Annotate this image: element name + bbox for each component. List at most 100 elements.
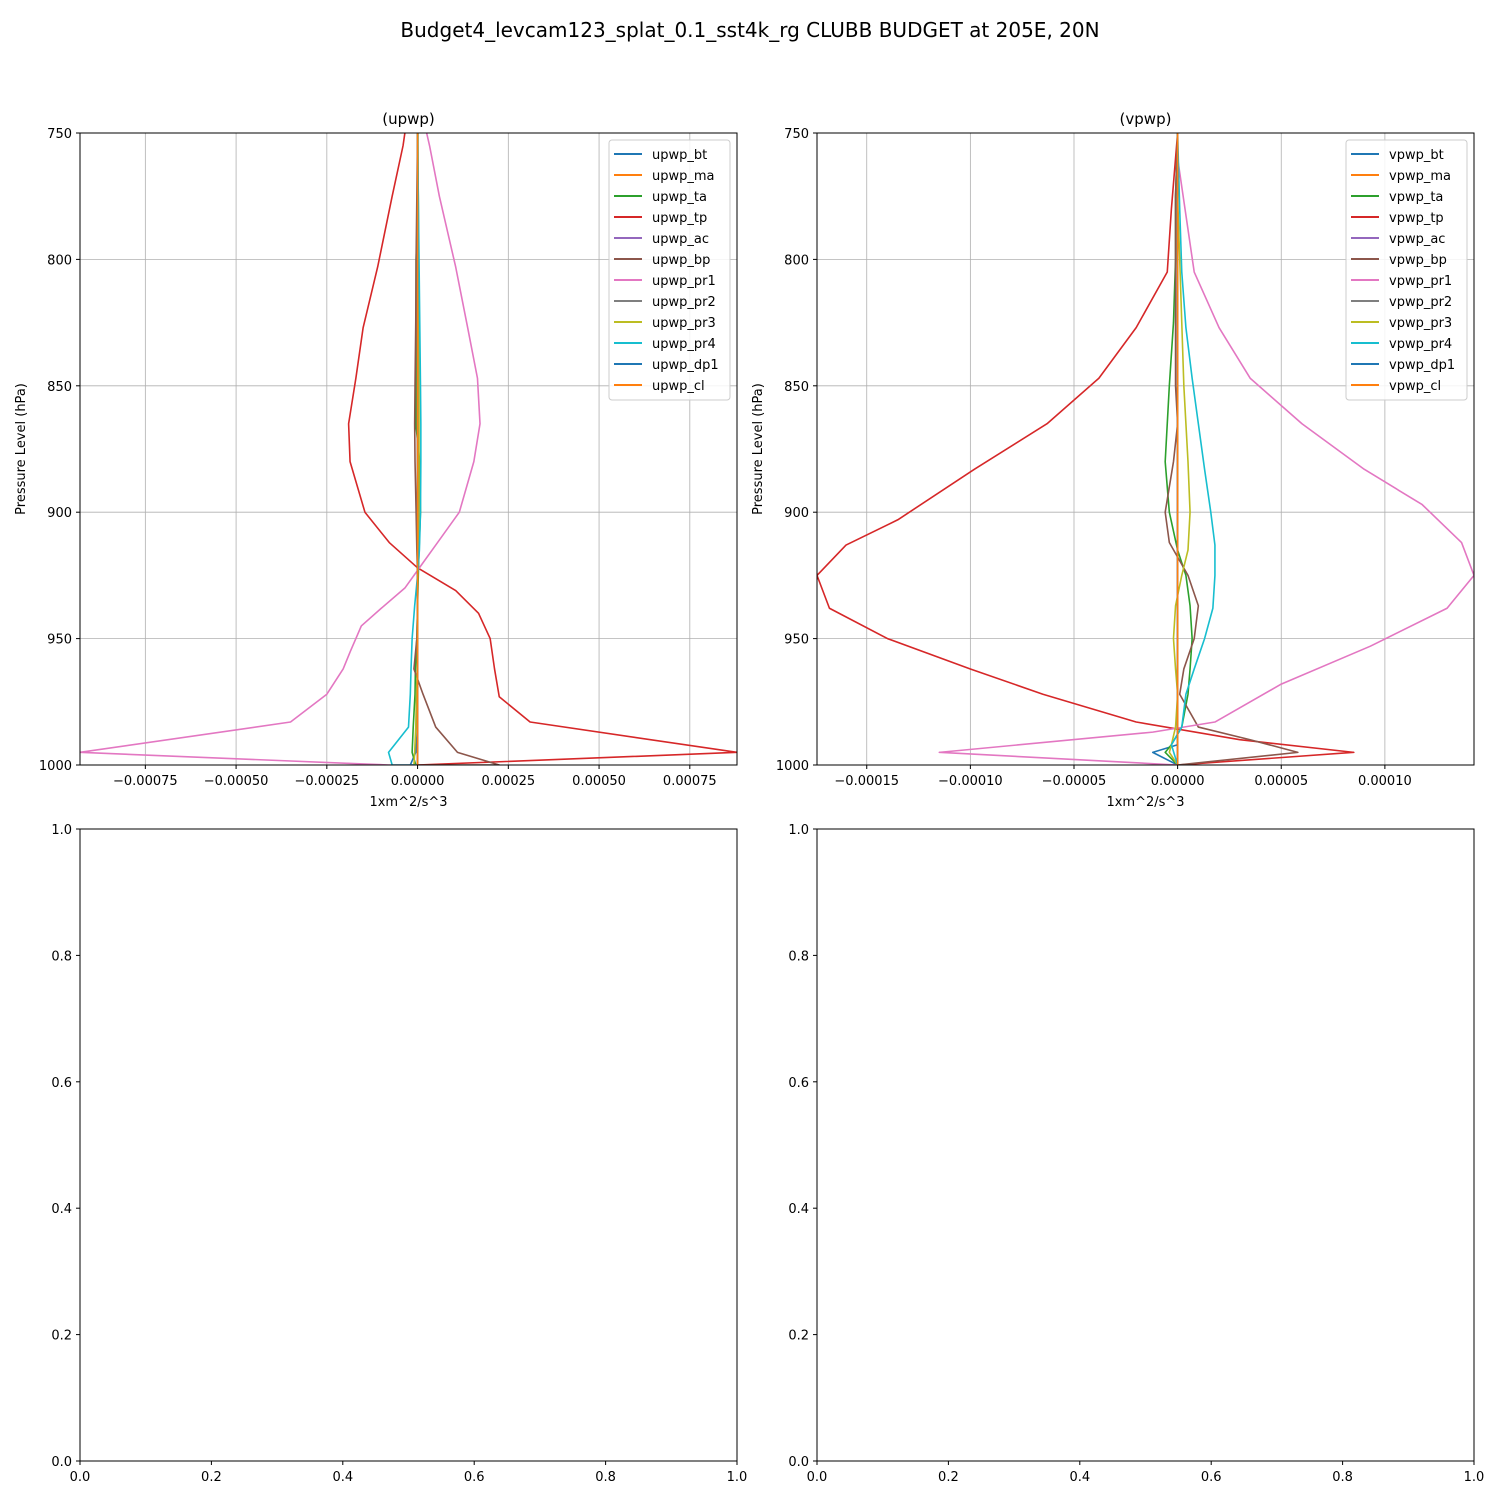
legend-label-vpwp_bt: vpwp_bt	[1389, 148, 1444, 163]
legend-label-upwp_cl: upwp_cl	[652, 379, 705, 394]
series-line-vpwp_bp	[1164, 133, 1299, 765]
x-tick-label: 0.6	[1201, 1470, 1222, 1485]
series-line-upwp_pr4	[387, 133, 422, 765]
y-tick-label: 1000	[39, 759, 72, 774]
x-tick-label: −0.00025	[295, 774, 360, 789]
x-tick-label: −0.00010	[938, 774, 1003, 789]
series-lines	[80, 133, 737, 765]
panel-title: (upwp)	[382, 110, 435, 128]
x-tick-label: 1.0	[727, 1470, 748, 1485]
y-tick-label: 0.4	[788, 1202, 809, 1217]
x-tick-label: 0.0	[70, 1470, 91, 1485]
series-lines	[817, 133, 1474, 765]
x-tick-label: 0.00010	[1358, 774, 1412, 789]
legend-label-upwp_ma: upwp_ma	[652, 169, 715, 184]
y-tick-label: 0.6	[51, 1076, 72, 1091]
legend-label-vpwp_ma: vpwp_ma	[1389, 169, 1451, 184]
y-tick-label: 850	[47, 380, 72, 395]
legend-label-vpwp_dp1: vpwp_dp1	[1389, 358, 1455, 373]
y-tick-label: 1.0	[788, 823, 809, 838]
legend-label-vpwp_bp: vpwp_bp	[1389, 253, 1447, 268]
x-tick-label: 0.00000	[1151, 774, 1205, 789]
y-tick-label: 750	[784, 127, 809, 142]
x-tick-label: 0.2	[938, 1470, 959, 1485]
series-line-vpwp_pr1	[938, 158, 1474, 765]
legend-label-upwp_ac: upwp_ac	[652, 232, 709, 247]
figure-title: Budget4_levcam123_splat_0.1_sst4k_rg CLU…	[400, 18, 1099, 42]
legend-label-upwp_dp1: upwp_dp1	[652, 358, 719, 373]
y-axis-label: Pressure Level (hPa)	[14, 383, 29, 515]
series-line-vpwp_tp	[817, 133, 1355, 765]
subplot-3: 0.0 0.2 0.4 0.6 0.8 1.0 0.0 0.2 0.4 0.6 0.8 1.0	[51, 823, 747, 1485]
x-axis-label: 1xm^2/s^3	[369, 795, 447, 810]
legend-label-upwp_bp: upwp_bp	[652, 253, 710, 268]
legend: vpwp_bt vpwp_ma vpwp_ta vpwp_tp vpwp_ac vpwp_…	[1345, 139, 1468, 401]
x-tick-label: 0.4	[332, 1470, 353, 1485]
legend-label-vpwp_pr4: vpwp_pr4	[1389, 337, 1452, 352]
y-tick-label: 900	[784, 506, 809, 521]
y-tick-label: 0.4	[51, 1202, 72, 1217]
legend-label-vpwp_tp: vpwp_tp	[1389, 211, 1444, 226]
x-tick-label: 0.0	[807, 1470, 828, 1485]
y-tick-label: 0.6	[788, 1076, 809, 1091]
y-tick-label: 0.8	[51, 949, 72, 964]
legend-label-upwp_tp: upwp_tp	[652, 211, 707, 226]
y-tick-label: 800	[784, 253, 809, 268]
x-tick-label: −0.00015	[834, 774, 899, 789]
x-tick-label: 0.8	[1332, 1470, 1353, 1485]
legend-label-vpwp_cl: vpwp_cl	[1389, 379, 1441, 394]
y-tick-label: 1000	[776, 759, 809, 774]
x-tick-label: 0.00000	[391, 774, 445, 789]
axes-frame	[816, 132, 1475, 766]
x-tick-label: 0.6	[464, 1470, 485, 1485]
legend-label-upwp_pr4: upwp_pr4	[652, 337, 716, 352]
y-tick-label: 0.0	[788, 1455, 809, 1470]
legend: upwp_bt upwp_ma upwp_ta upwp_tp upwp_ac upwp_…	[608, 139, 731, 401]
y-tick-label: 1.0	[51, 823, 72, 838]
y-tick-label: 0.8	[788, 949, 809, 964]
legend-label-upwp_pr3: upwp_pr3	[652, 316, 716, 331]
legend-label-upwp_pr1: upwp_pr1	[652, 274, 716, 289]
legend-label-upwp_bt: upwp_bt	[652, 148, 707, 163]
x-tick-label: 0.2	[201, 1470, 222, 1485]
y-tick-label: 800	[47, 253, 72, 268]
panel-title: (vpwp)	[1120, 110, 1172, 128]
series-line-vpwp_pr4	[1170, 133, 1216, 765]
x-tick-label: 0.00005	[1254, 774, 1308, 789]
y-tick-label: 950	[784, 633, 809, 648]
legend-label-upwp_ta: upwp_ta	[652, 190, 707, 205]
y-tick-label: 0.0	[51, 1455, 72, 1470]
y-tick-label: 850	[784, 380, 809, 395]
axes-frame	[79, 828, 738, 1462]
y-tick-label: 0.2	[788, 1329, 809, 1344]
x-tick-label: 0.00050	[572, 774, 626, 789]
series-line-vpwp_pr3	[1168, 133, 1191, 765]
y-tick-label: 0.2	[51, 1329, 72, 1344]
axes-frame	[79, 132, 738, 766]
x-tick-label: 0.8	[595, 1470, 616, 1485]
y-axis-label: Pressure Level (hPa)	[751, 383, 766, 515]
legend-box	[1345, 139, 1468, 401]
subplot-grid: −0.00075 −0.00050 −0.00025 0.00000 0.00025 0.…	[14, 110, 1484, 1485]
series-line-upwp_tp	[347, 133, 737, 765]
legend-box	[608, 139, 731, 401]
x-tick-label: −0.00050	[204, 774, 269, 789]
axes-frame	[816, 828, 1475, 1462]
y-tick-label: 900	[47, 506, 72, 521]
x-axis-label: 1xm^2/s^3	[1106, 795, 1184, 810]
legend-label-vpwp_pr2: vpwp_pr2	[1389, 295, 1452, 310]
legend-label-vpwp_ac: vpwp_ac	[1389, 232, 1445, 247]
x-tick-label: 0.4	[1069, 1470, 1090, 1485]
series-line-upwp_pr1	[80, 133, 481, 765]
y-tick-label: 950	[47, 633, 72, 648]
x-tick-label: −0.00005	[1042, 774, 1107, 789]
legend-label-vpwp_pr1: vpwp_pr1	[1389, 274, 1452, 289]
x-tick-label: 1.0	[1464, 1470, 1485, 1485]
legend-label-vpwp_ta: vpwp_ta	[1389, 190, 1443, 205]
subplot-1: −0.00075 −0.00050 −0.00025 0.00000 0.00025 0.…	[14, 110, 738, 810]
legend-label-upwp_pr2: upwp_pr2	[652, 295, 716, 310]
subplot-2: −0.00015 −0.00010 −0.00005 0.00000 0.00005 0.…	[751, 110, 1475, 810]
legend-label-vpwp_pr3: vpwp_pr3	[1389, 316, 1452, 331]
y-tick-label: 750	[47, 127, 72, 142]
